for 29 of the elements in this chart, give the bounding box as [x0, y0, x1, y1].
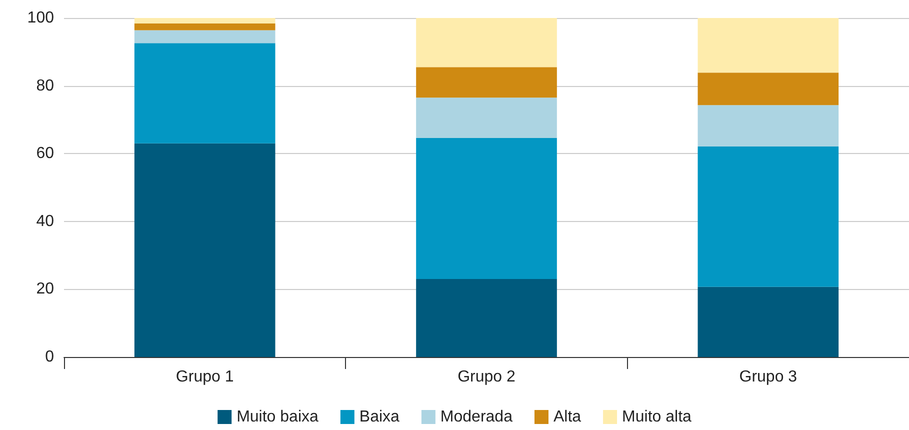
y-tick-label: 100 — [27, 10, 54, 26]
bar — [416, 138, 557, 280]
bar — [134, 43, 276, 144]
bar — [698, 146, 839, 287]
y-tick-label: 40 — [36, 212, 54, 230]
x-tick-label: Grupo 1 — [176, 368, 234, 386]
bar — [134, 23, 276, 30]
y-tick-label: 60 — [36, 145, 54, 162]
x-tick-label: Grupo 2 — [458, 368, 516, 386]
bar — [416, 98, 557, 138]
bar — [416, 18, 557, 68]
legend-label: Muito baixa — [236, 408, 319, 426]
legend-label: Moderada — [440, 408, 513, 426]
y-tick-label: 20 — [36, 280, 54, 298]
bar — [698, 72, 839, 106]
bar — [416, 67, 557, 98]
legend-label: Alta — [553, 408, 582, 426]
legend-label: Muito alta — [622, 408, 692, 426]
x-tick-label: Grupo 3 — [739, 368, 798, 386]
bar — [416, 279, 557, 357]
y-tick-label: 0 — [45, 348, 54, 366]
bar — [134, 143, 276, 357]
bar — [698, 286, 839, 357]
bar — [698, 105, 839, 146]
bar — [134, 30, 276, 44]
y-tick-label: 80 — [36, 77, 54, 94]
bar — [698, 18, 839, 73]
bar — [134, 18, 276, 24]
legend-label: Baixa — [359, 408, 400, 426]
